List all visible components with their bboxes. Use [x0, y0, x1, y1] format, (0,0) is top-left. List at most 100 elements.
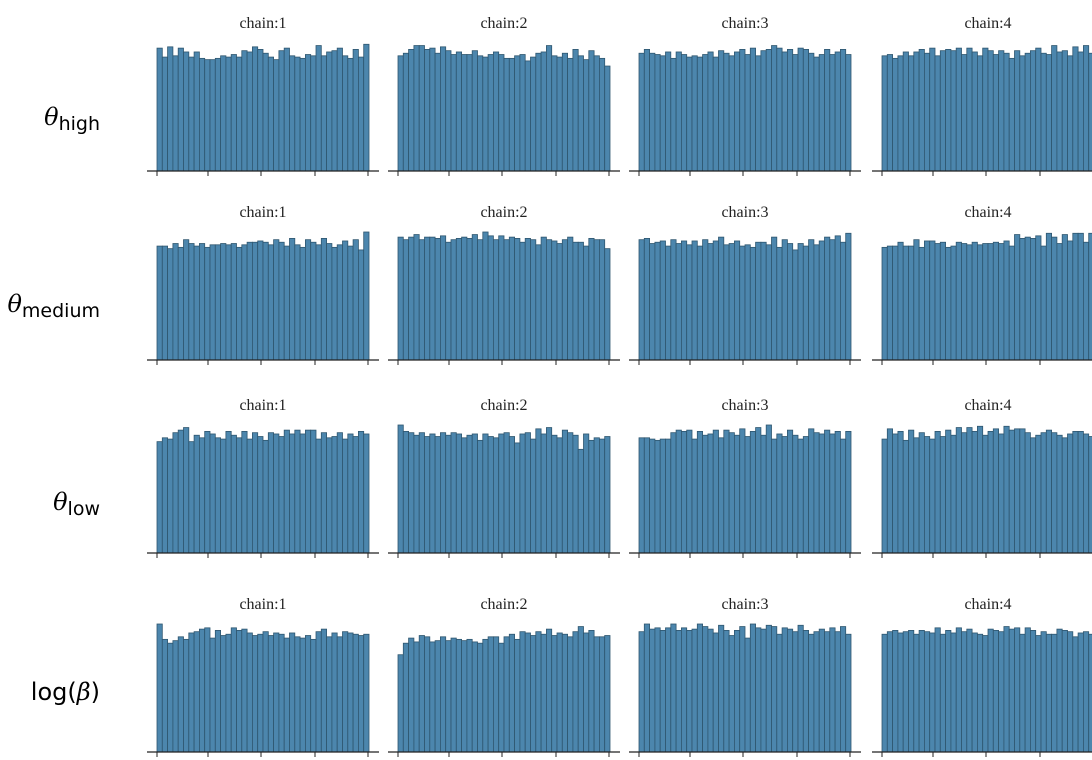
histogram-bar — [567, 236, 574, 361]
histogram-bar — [320, 237, 327, 361]
histogram-bar — [530, 239, 537, 361]
histogram-bar — [326, 243, 333, 361]
histogram-bar — [546, 427, 553, 554]
histogram-bar — [1035, 434, 1042, 554]
histogram-bar — [945, 246, 952, 361]
histogram-bar — [1083, 631, 1090, 753]
histogram-bar — [771, 236, 778, 361]
histogram-bar — [681, 240, 688, 361]
histogram-bar — [299, 637, 306, 753]
histogram-bar — [808, 52, 815, 172]
histogram-bar — [765, 624, 772, 753]
histogram-bar — [797, 624, 804, 753]
histogram-bar — [918, 432, 925, 554]
histogram-bar — [278, 241, 285, 361]
histogram-bar — [418, 239, 425, 361]
histogram-bar — [429, 433, 436, 554]
histogram-bar — [734, 630, 741, 753]
histogram-bar — [363, 633, 370, 753]
histogram-bar — [352, 436, 359, 554]
histogram-bar — [204, 430, 211, 554]
histogram-bar — [1083, 241, 1090, 361]
histogram-bar — [262, 631, 269, 753]
histogram-bar — [892, 57, 899, 172]
histogram-bar — [712, 429, 719, 554]
histogram-bar — [966, 628, 973, 753]
histogram-bar — [824, 49, 831, 172]
histogram-panel: chain:4 — [872, 596, 1092, 757]
histogram-bar — [1014, 234, 1021, 361]
histogram-bar — [1056, 51, 1063, 172]
histogram-bar — [434, 237, 441, 361]
histogram-bar — [450, 54, 457, 172]
panel-title: chain:4 — [964, 204, 1011, 221]
histogram-bar — [572, 241, 579, 361]
histogram-bar — [702, 626, 709, 753]
panel-title: chain:4 — [964, 15, 1011, 32]
histogram-bar — [289, 632, 296, 753]
row-label: θlow — [53, 488, 100, 520]
histogram-panel: chain:4 — [872, 397, 1092, 558]
histogram-bar — [604, 248, 611, 361]
histogram-bar — [156, 245, 163, 361]
histogram-bar — [643, 437, 650, 554]
histogram-bar — [818, 54, 825, 172]
histogram-bar — [161, 56, 169, 172]
histogram-bar — [424, 636, 431, 753]
histogram-bar — [342, 438, 349, 554]
histogram-bar — [294, 636, 301, 753]
histogram-bar — [336, 47, 343, 172]
histogram-bar — [514, 442, 521, 554]
histogram-bar — [471, 50, 478, 172]
panel-title: chain:2 — [480, 204, 527, 221]
histogram-bar — [749, 623, 756, 753]
row-label: θmedium — [7, 290, 100, 322]
histogram-bar — [310, 638, 317, 753]
histogram-bar — [776, 47, 783, 172]
histogram-bar — [702, 434, 709, 554]
histogram-bar — [934, 430, 941, 554]
histogram-bar — [1030, 237, 1037, 361]
histogram-bar — [577, 448, 584, 554]
histogram-bar — [808, 428, 815, 554]
histogram-bar — [220, 438, 227, 554]
histogram-bar — [718, 236, 725, 361]
histogram-bar — [251, 241, 259, 361]
histogram-bar — [718, 624, 725, 753]
histogram-bar — [466, 434, 473, 554]
histogram-bar — [241, 430, 248, 554]
histogram-bar — [987, 430, 994, 554]
histogram-bar — [840, 438, 847, 554]
histogram-bar — [172, 243, 179, 361]
histogram-bar — [183, 51, 190, 172]
histogram-bar — [241, 628, 248, 753]
histogram-bar — [352, 633, 359, 753]
histogram-bar — [1040, 52, 1047, 172]
histogram-bar — [897, 241, 904, 361]
histogram-bar — [971, 632, 978, 753]
histogram-bar — [1077, 430, 1084, 554]
histogram-bar — [1067, 240, 1074, 361]
histogram-bar — [902, 245, 909, 361]
histogram-bar — [707, 433, 714, 554]
histogram-bar — [675, 630, 682, 753]
histogram-bar — [1019, 55, 1026, 172]
histogram-bar — [540, 433, 547, 554]
histogram-bar — [1035, 235, 1042, 361]
histogram-bar — [966, 244, 973, 361]
histogram-bar — [686, 56, 693, 172]
histogram-bar — [204, 246, 211, 361]
histogram-bar — [214, 244, 222, 361]
histogram-bar — [519, 241, 526, 361]
histogram-bar — [1056, 243, 1063, 361]
panel-title: chain:3 — [721, 204, 768, 221]
histogram-bar — [702, 54, 709, 172]
histogram-bar — [492, 239, 500, 361]
histogram-bar — [418, 45, 425, 172]
histogram-bar — [588, 50, 595, 172]
histogram-bar — [209, 59, 216, 172]
histogram-bar — [924, 631, 931, 753]
histogram-bar — [331, 246, 338, 361]
histogram-bar — [1061, 630, 1068, 753]
